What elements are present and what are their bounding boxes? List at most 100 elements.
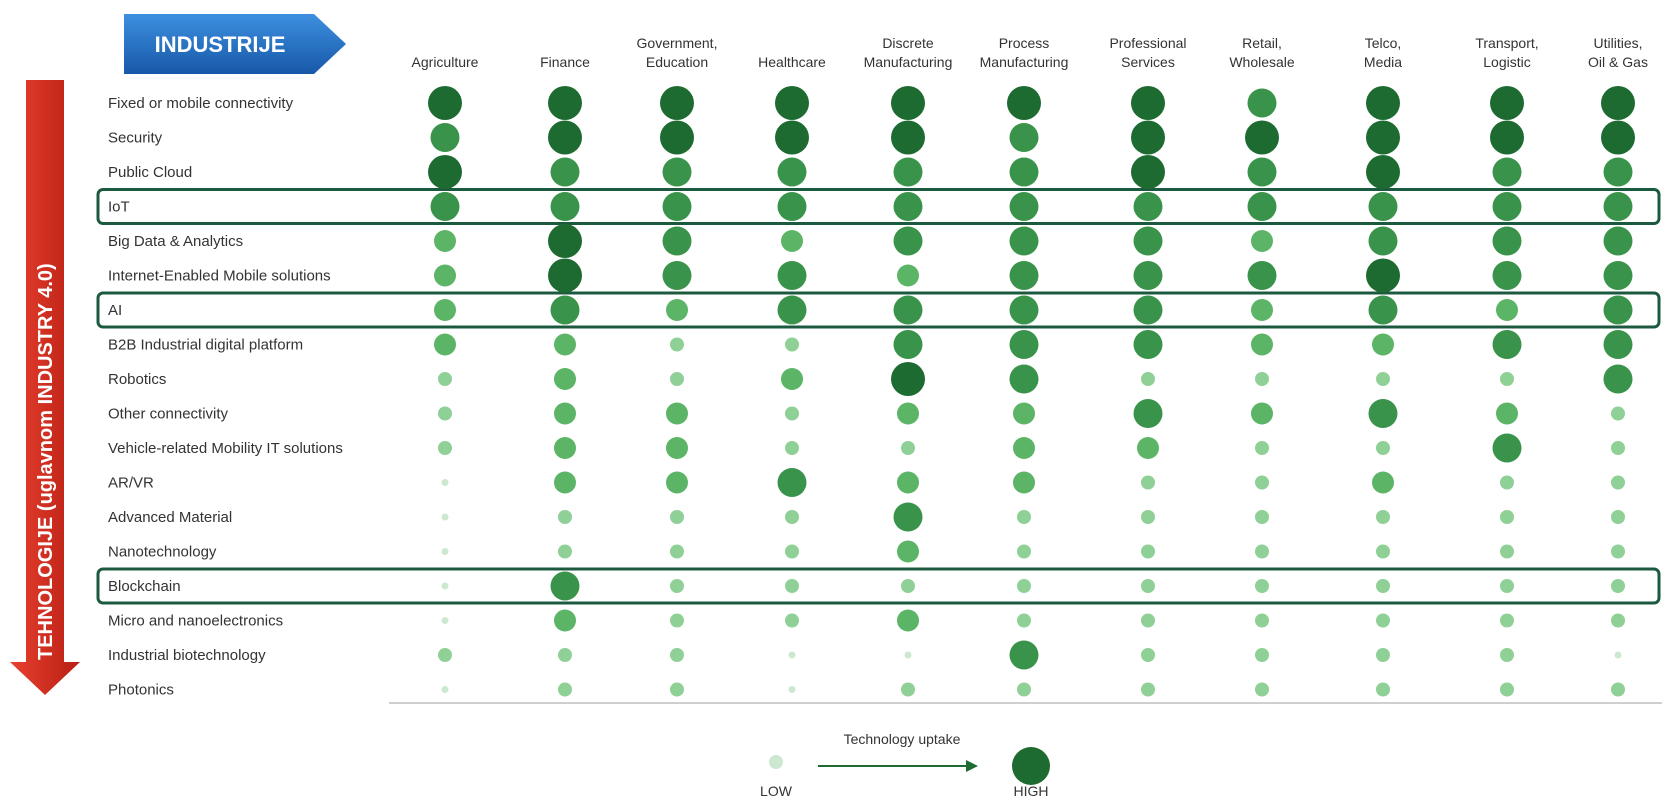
uptake-bubble — [1017, 579, 1031, 593]
uptake-bubble — [891, 86, 925, 120]
uptake-bubble — [1009, 261, 1039, 290]
column-header: Transport, — [1475, 35, 1538, 51]
legend-low-bubble — [769, 755, 783, 769]
legend-title: Technology uptake — [844, 731, 961, 747]
uptake-bubble — [1500, 613, 1514, 628]
uptake-bubble — [550, 157, 580, 187]
uptake-bubble — [1141, 372, 1155, 386]
column-header: Retail, — [1242, 35, 1282, 51]
row-label: Industrial biotechnology — [108, 647, 266, 664]
uptake-bubble — [1009, 295, 1039, 325]
uptake-bubble — [1251, 230, 1273, 252]
uptake-bubble — [1603, 330, 1633, 359]
uptake-bubble — [1131, 86, 1165, 120]
uptake-bubble — [1247, 192, 1277, 221]
column-header: Education — [646, 54, 708, 70]
uptake-bubble — [788, 686, 796, 693]
uptake-bubble — [438, 406, 452, 421]
uptake-bubble — [670, 372, 684, 386]
uptake-bubble — [434, 230, 456, 252]
uptake-bubble — [785, 613, 799, 628]
column-header: Government, — [637, 35, 718, 51]
uptake-bubble — [777, 192, 807, 221]
row-labels: Fixed or mobile connectivity Security Publ… — [108, 95, 343, 699]
industries-label: INDUSTRIJE — [155, 32, 286, 57]
uptake-bubble — [548, 120, 582, 155]
uptake-bubble — [1255, 579, 1269, 593]
column-header: Finance — [540, 54, 590, 70]
uptake-bubble — [1366, 120, 1400, 155]
uptake-bubble — [1009, 364, 1039, 394]
row-label: Big Data & Analytics — [108, 233, 243, 250]
technologies-label: TEHNOLOGIJE (uglavnom INDUSTRY 4.0) — [35, 263, 57, 660]
uptake-bubble — [441, 479, 449, 486]
uptake-bubble — [670, 579, 684, 593]
uptake-bubble — [1009, 226, 1039, 256]
uptake-bubble — [1372, 333, 1394, 356]
uptake-bubble — [1013, 471, 1035, 494]
row-highlights — [96, 188, 1661, 605]
uptake-bubble — [1611, 682, 1625, 697]
column-header: Utilities, — [1593, 35, 1642, 51]
uptake-bubble — [893, 192, 923, 221]
uptake-bubble — [1601, 120, 1635, 155]
legend-high-label: HIGH — [1014, 783, 1049, 799]
row-label: Photonics — [108, 682, 174, 699]
row-label: AR/VR — [108, 475, 154, 492]
uptake-bubble — [1009, 123, 1039, 152]
uptake-bubble — [785, 544, 799, 559]
uptake-bubble — [548, 224, 582, 258]
uptake-bubble — [1376, 613, 1390, 628]
uptake-bubble — [558, 544, 572, 559]
column-header: Manufacturing — [980, 54, 1069, 70]
uptake-bubble — [785, 337, 799, 352]
uptake-bubble — [1255, 613, 1269, 628]
uptake-bubble — [662, 226, 692, 256]
uptake-bubble — [550, 295, 580, 325]
uptake-bubble — [1611, 406, 1625, 421]
uptake-bubble — [1141, 613, 1155, 628]
uptake-bubble — [1614, 651, 1622, 659]
uptake-bubble — [1247, 88, 1277, 118]
uptake-bubble — [1009, 157, 1039, 187]
row-label: Micro and nanoelectronics — [108, 613, 283, 630]
uptake-bubble — [1366, 155, 1400, 189]
uptake-bubble — [670, 337, 684, 352]
uptake-bubble — [785, 510, 799, 524]
column-header: Manufacturing — [864, 54, 953, 70]
uptake-bubble — [438, 372, 452, 386]
column-header: Media — [1364, 54, 1402, 70]
row-label: Nanotechnology — [108, 544, 217, 561]
uptake-bubble — [1133, 399, 1163, 428]
uptake-bubble — [1247, 261, 1277, 290]
uptake-bubble — [1009, 330, 1039, 359]
uptake-bubble — [781, 368, 803, 390]
uptake-bubble — [1376, 441, 1390, 455]
uptake-bubble — [1490, 86, 1524, 120]
uptake-bubble — [550, 192, 580, 221]
uptake-bubble — [1137, 437, 1159, 459]
uptake-bubble — [1603, 157, 1633, 187]
uptake-bubble — [1247, 157, 1277, 187]
uptake-bubble — [891, 120, 925, 155]
uptake-bubble — [434, 333, 456, 356]
uptake-bubble — [1492, 192, 1522, 221]
uptake-bubble — [897, 402, 919, 425]
uptake-bubble — [1368, 226, 1398, 256]
uptake-bubble — [554, 471, 576, 494]
uptake-bubble — [1245, 120, 1279, 155]
uptake-bubble — [1500, 579, 1514, 593]
uptake-bubble — [1009, 192, 1039, 221]
row-label: IoT — [108, 199, 130, 216]
uptake-bubble — [660, 120, 694, 155]
uptake-bubble — [1141, 579, 1155, 593]
uptake-bubble — [441, 582, 449, 590]
uptake-bubble — [1251, 402, 1273, 425]
uptake-bubble — [1141, 510, 1155, 524]
uptake-bubble — [670, 544, 684, 559]
uptake-bubble — [1133, 330, 1163, 359]
column-header: Discrete — [882, 35, 934, 51]
uptake-bubble — [1376, 544, 1390, 559]
uptake-bubble — [1496, 402, 1518, 425]
uptake-bubble — [1251, 333, 1273, 356]
